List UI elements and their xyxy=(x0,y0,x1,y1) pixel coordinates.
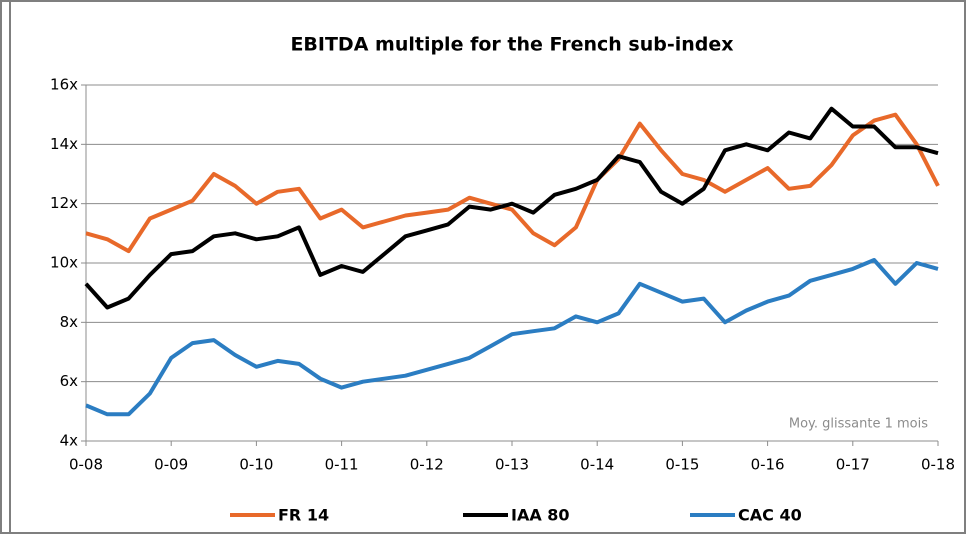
x-tick-label: 0-16 xyxy=(751,456,785,474)
legend-label: IAA 80 xyxy=(511,506,570,525)
y-tick-label: 10x xyxy=(50,254,78,272)
series-line xyxy=(85,258,939,417)
y-tick-label: 6x xyxy=(60,372,79,390)
y-tick-label: 16x xyxy=(50,76,78,94)
y-tick-label: 8x xyxy=(60,313,79,331)
x-tick-label: 0-14 xyxy=(580,456,614,474)
series-line xyxy=(84,106,939,310)
x-tick-label: 0-12 xyxy=(410,456,444,474)
x-tick-label: 0-11 xyxy=(325,456,359,474)
chart-title: EBITDA multiple for the French sub-index xyxy=(290,34,733,56)
x-tick-label: 0-13 xyxy=(495,456,529,474)
x-tick-label: 0-17 xyxy=(836,456,870,474)
x-tick-label: 0-18 xyxy=(921,456,955,474)
legend-label: CAC 40 xyxy=(738,506,802,525)
y-tick-label: 12x xyxy=(50,194,78,212)
legend-label: FR 14 xyxy=(278,506,329,525)
annotation: Moy. glissante 1 mois xyxy=(789,417,928,432)
series-line xyxy=(85,112,940,254)
y-tick-label: 4x xyxy=(60,432,79,450)
x-tick-label: 0-10 xyxy=(239,456,273,474)
x-tick-label: 0-15 xyxy=(665,456,699,474)
x-tick-label: 0-09 xyxy=(154,456,188,474)
x-tick-label: 0-08 xyxy=(69,456,103,474)
y-tick-label: 14x xyxy=(50,135,78,153)
